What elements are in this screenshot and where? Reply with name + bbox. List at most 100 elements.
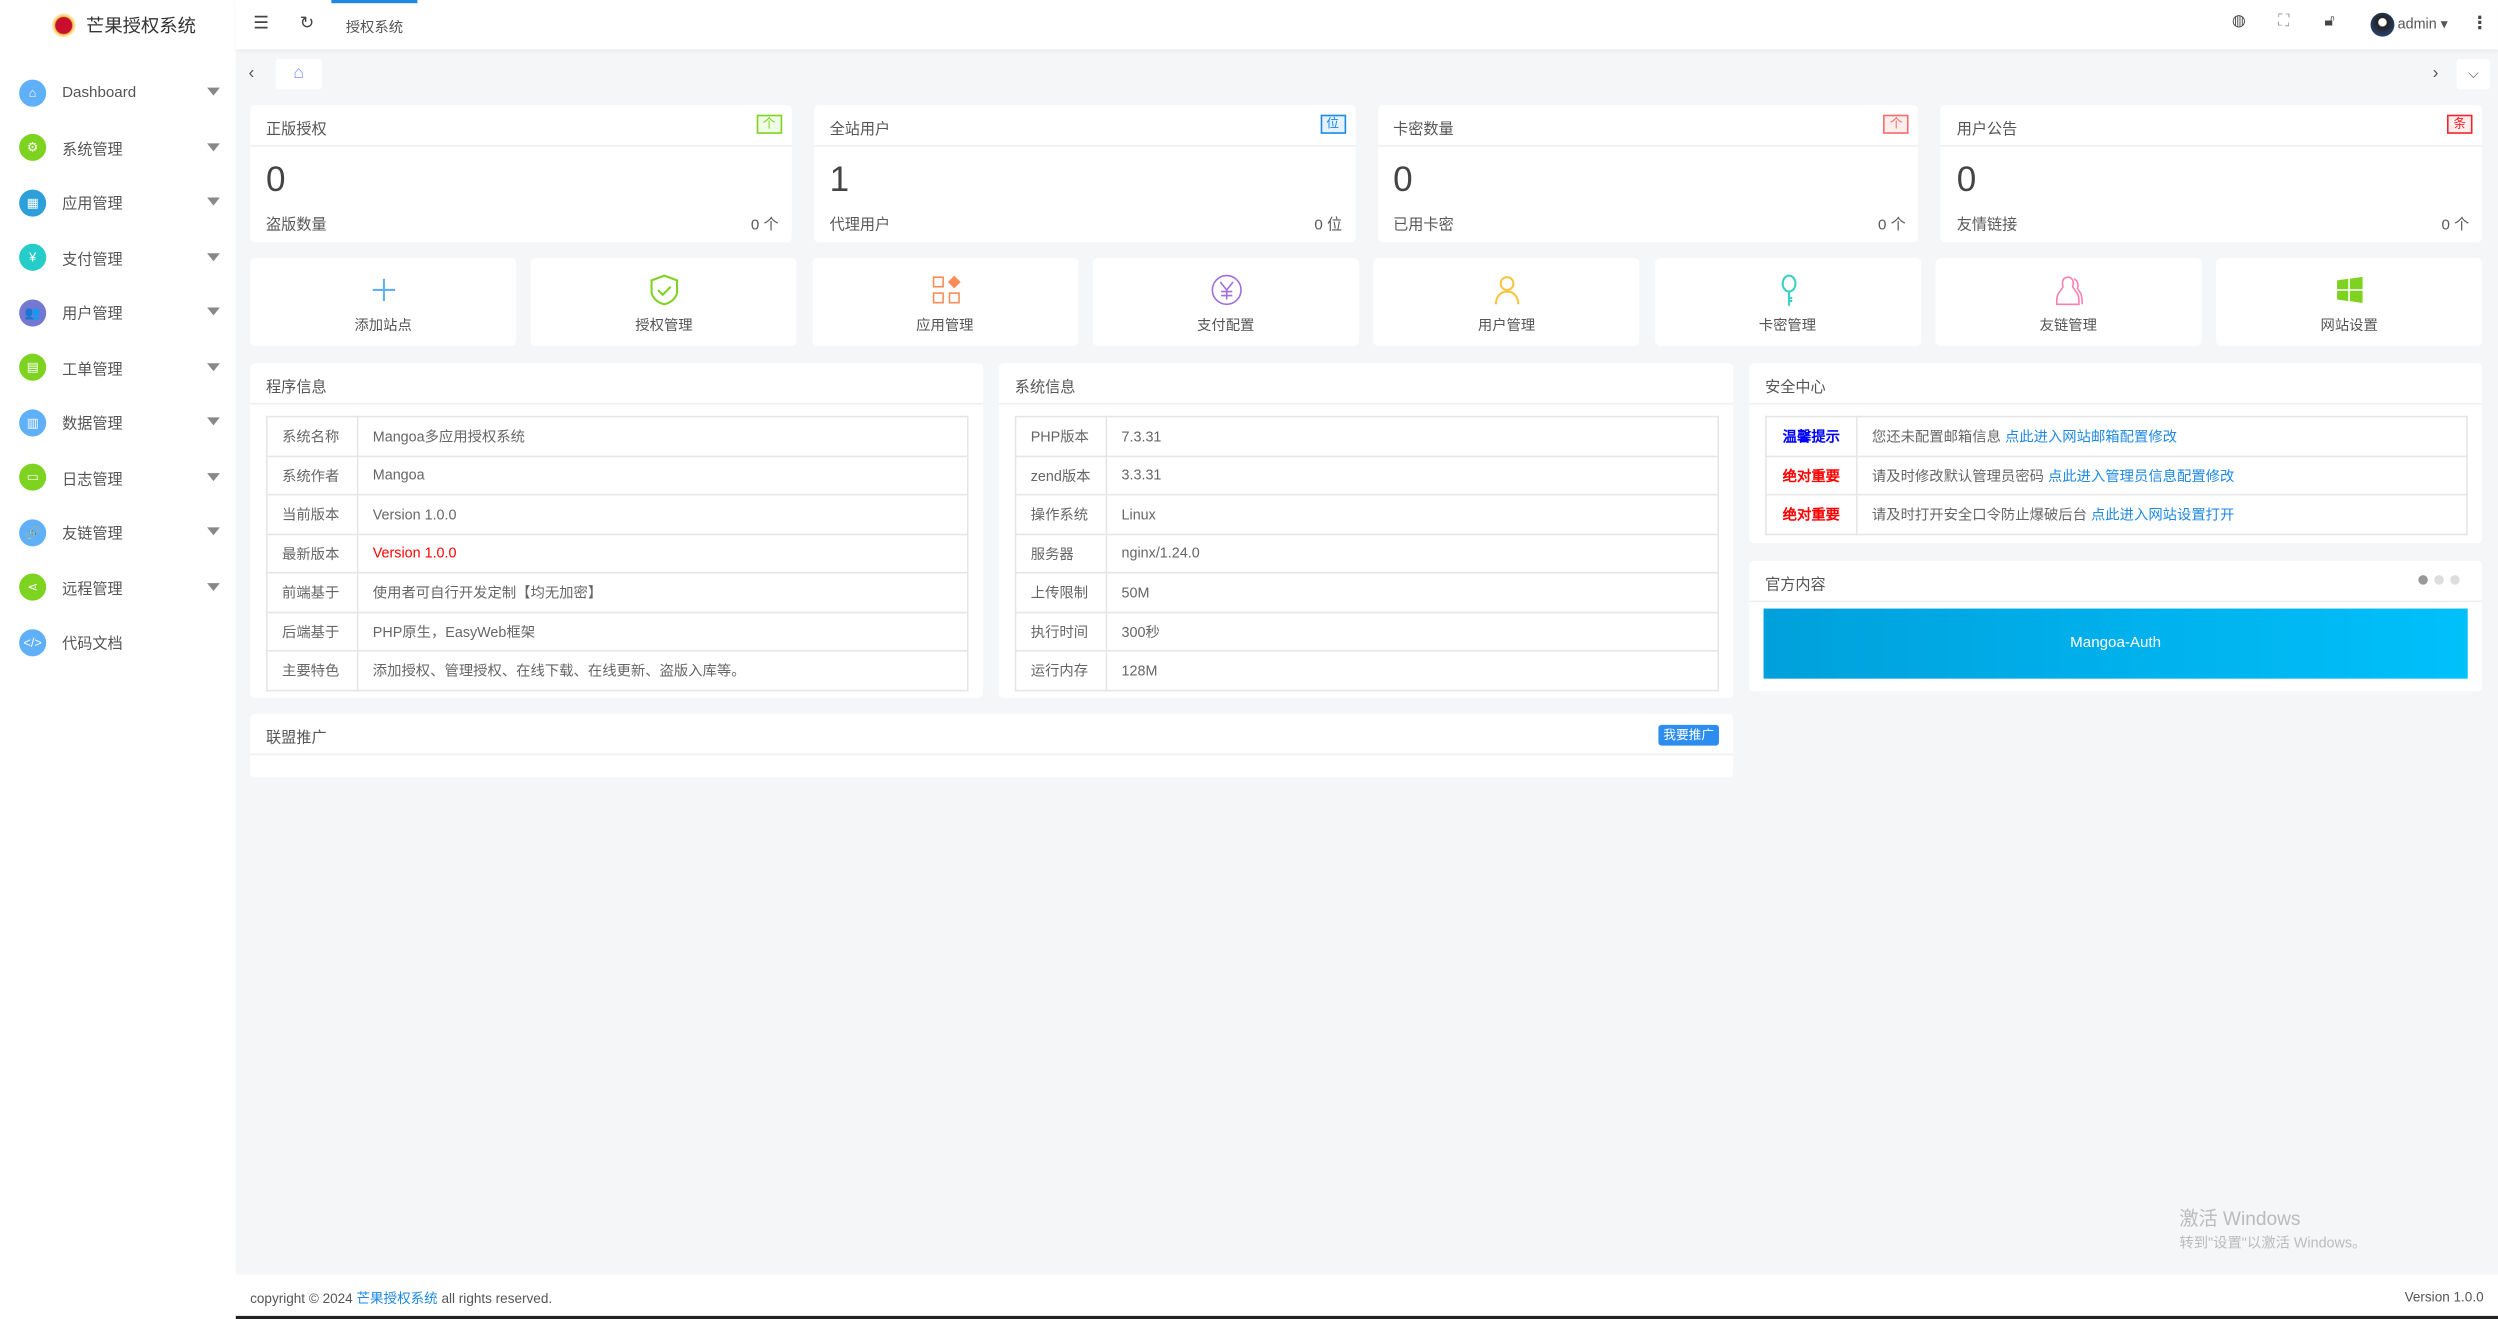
caret-down-icon[interactable] xyxy=(207,307,220,316)
footer-link[interactable]: 芒果授权系统 xyxy=(356,1290,438,1307)
app-title: 芒果授权系统 xyxy=(86,17,196,37)
quick-link-tile[interactable]: 卡密管理 xyxy=(1654,258,1921,346)
caret-down-icon[interactable] xyxy=(207,87,220,96)
log-icon: ▭ xyxy=(19,463,47,491)
refresh-icon[interactable]: ↻ xyxy=(299,14,315,34)
sidebar-item-label: 用户管理 xyxy=(62,305,123,324)
tabs-scroll-left-icon[interactable]: ‹ xyxy=(248,63,255,83)
sidebar-item-8[interactable]: 🔗 友链管理 xyxy=(19,516,226,548)
stat-badge: 位 xyxy=(1319,114,1346,134)
friends-icon xyxy=(2055,276,2083,306)
carousel-indicators[interactable] xyxy=(2418,575,2460,585)
sidebar-item-0[interactable]: ⌂ Dashboard xyxy=(19,76,226,108)
caret-down-icon[interactable] xyxy=(207,472,220,481)
stat-badge: 个 xyxy=(756,114,782,134)
stat-value: 1 xyxy=(829,159,850,200)
user-icon xyxy=(1495,276,1520,305)
table-row: 前端基于 使用者可自行开发定制【均无加密】 xyxy=(266,571,969,613)
stat-sub-value: 0 个 xyxy=(1877,216,1906,235)
alert-link[interactable]: 点此进入管理员信息配置修改 xyxy=(2047,467,2235,484)
carousel-banner[interactable]: Mangoa-Auth xyxy=(1763,608,2468,679)
sidebar-item-6[interactable]: ▥ 数据管理 xyxy=(19,406,226,438)
chevron-down-icon: ⌵ xyxy=(2467,65,2479,82)
quick-link-tile[interactable]: 添加站点 xyxy=(250,258,517,346)
row-value: Version 1.0.0 xyxy=(356,532,969,574)
caret-down-icon[interactable] xyxy=(207,197,220,206)
more-icon[interactable]: ⋮ xyxy=(2470,14,2489,34)
logo[interactable]: 芒果授权系统 xyxy=(50,12,196,39)
security-table: 温馨提示 您还未配置邮箱信息 点此进入网站邮箱配置修改 绝对重要 请及时修改默认管理员… xyxy=(1765,415,2468,535)
avatar[interactable] xyxy=(2370,12,2395,37)
copyright-suffix: all rights reserved. xyxy=(437,1290,553,1307)
caret-down-icon[interactable] xyxy=(207,527,220,536)
table-row: 最新版本 Version 1.0.0 xyxy=(266,532,969,574)
sidebar-item-5[interactable]: ▤ 工单管理 xyxy=(19,351,226,383)
alert-link[interactable]: 点此进入网站设置打开 xyxy=(2090,507,2235,523)
sidebar: 芒果授权系统 ⌂ Dashboard ⚙ 系统管理 ▦ 应用管理 ¥ 支付管理 👥 用户管理 ▤ 工单… xyxy=(0,0,236,1319)
alert-message: 请及时打开安全口令防止爆破后台 点此进入网站设置打开 xyxy=(1855,493,2468,535)
caret-down-icon[interactable] xyxy=(207,362,220,371)
plus-icon xyxy=(372,278,396,302)
caret-down-icon[interactable] xyxy=(207,252,220,261)
caret-down-icon[interactable] xyxy=(207,417,220,426)
sidebar-item-9[interactable]: ⋖ 远程管理 xyxy=(19,571,226,603)
quick-link-tile[interactable]: 用户管理 xyxy=(1373,258,1640,346)
sidebar-item-4[interactable]: 👥 用户管理 xyxy=(19,296,226,328)
sidebar-item-3[interactable]: ¥ 支付管理 xyxy=(19,241,226,273)
alert-text: 请及时修改默认管理员密码 xyxy=(1871,467,2048,484)
row-label: zend版本 xyxy=(1014,454,1108,496)
carousel-dot[interactable] xyxy=(2450,575,2460,585)
home-tab[interactable]: ⌂ xyxy=(275,58,322,90)
row-label: 当前版本 xyxy=(266,493,359,535)
card-title: 系统信息 xyxy=(998,363,1734,405)
stat-sub-label: 代理用户 xyxy=(829,216,891,235)
sidebar-item-1[interactable]: ⚙ 系统管理 xyxy=(19,131,226,163)
globe-icon[interactable]: ◍ xyxy=(2231,12,2246,31)
table-row: 上传限制 50M xyxy=(1014,571,1719,613)
sidebar-item-2[interactable]: ▦ 应用管理 xyxy=(19,186,226,218)
alert-message: 您还未配置邮箱信息 点此进入网站邮箱配置修改 xyxy=(1855,415,2468,457)
link-icon: 🔗 xyxy=(19,518,47,546)
stat-card: 正版授权 个 0 盗版数量 0 个 xyxy=(250,105,792,243)
caret-down-icon[interactable] xyxy=(207,582,220,591)
table-row: 主要特色 添加授权、管理授权、在线下载、在线更新、盗版入库等。 xyxy=(266,650,969,691)
tabs-dropdown[interactable]: ⌵ xyxy=(2456,58,2491,90)
stat-badge: 个 xyxy=(1883,114,1909,134)
stat-value: 0 xyxy=(266,159,286,200)
fold-menu-icon[interactable]: ☰ xyxy=(253,14,270,34)
caret-down-icon[interactable] xyxy=(207,142,220,151)
fullscreen-icon[interactable]: ⛶ xyxy=(2278,12,2290,31)
topbar: ☰ ↻ 授权系统 ◍ ⛶ 🔓︎ admin ▾ ⋮ xyxy=(235,0,2498,50)
stat-title: 卡密数量 个 xyxy=(1377,105,1919,147)
carousel-dot-active[interactable] xyxy=(2418,575,2428,585)
quick-link-tile[interactable]: 应用管理 xyxy=(811,258,1078,346)
quick-link-label: 用户管理 xyxy=(1477,317,1536,333)
row-value: PHP原生，EasyWeb框架 xyxy=(356,610,969,652)
program-info-table: 系统名称 Mangoa多应用授权系统 系统作者 Mangoa 当前版本 Version 1… xyxy=(266,415,969,691)
quick-link-tile[interactable]: 支付配置 xyxy=(1092,258,1359,346)
carousel-dot[interactable] xyxy=(2434,575,2444,585)
user-menu[interactable]: admin ▾ xyxy=(2397,15,2448,32)
stat-title-text: 卡密数量 xyxy=(1393,121,1454,139)
stat-sub-label: 盗版数量 xyxy=(266,216,327,235)
sidebar-item-label: 支付管理 xyxy=(62,250,123,269)
program-info-card: 程序信息 系统名称 Mangoa多应用授权系统 系统作者 Mangoa 当前版本 Vers… xyxy=(250,363,983,698)
stat-sub-label: 友情链接 xyxy=(1956,216,2018,235)
lock-icon[interactable]: 🔓︎ xyxy=(2324,12,2335,31)
copyright-text: copyright © 2024 xyxy=(250,1290,357,1307)
quick-link-tile[interactable]: 网站设置 xyxy=(2216,258,2483,346)
quick-link-tile[interactable]: 授权管理 xyxy=(530,258,798,346)
sidebar-item-10[interactable]: </> 代码文档 xyxy=(19,626,226,658)
sidebar-item-7[interactable]: ▭ 日志管理 xyxy=(19,461,226,493)
header-tab[interactable]: 授权系统 xyxy=(345,19,404,36)
alert-link[interactable]: 点此进入网站邮箱配置修改 xyxy=(2004,428,2178,445)
quick-link-tile[interactable]: 友链管理 xyxy=(1935,258,2202,346)
sidebar-item-label: 数据管理 xyxy=(62,415,123,434)
quick-link-label: 卡密管理 xyxy=(1758,317,1817,333)
alliance-card: 联盟推广 我要推广 xyxy=(250,713,1734,778)
sidebar-item-label: Dashboard xyxy=(62,83,137,102)
promote-button[interactable]: 我要推广 xyxy=(1658,724,1719,746)
tabs-scroll-right-icon[interactable]: › xyxy=(2432,63,2439,83)
official-content-card: 官方内容 Mangoa-Auth xyxy=(1749,560,2483,692)
alert-message: 请及时修改默认管理员密码 点此进入管理员信息配置修改 xyxy=(1855,454,2468,496)
